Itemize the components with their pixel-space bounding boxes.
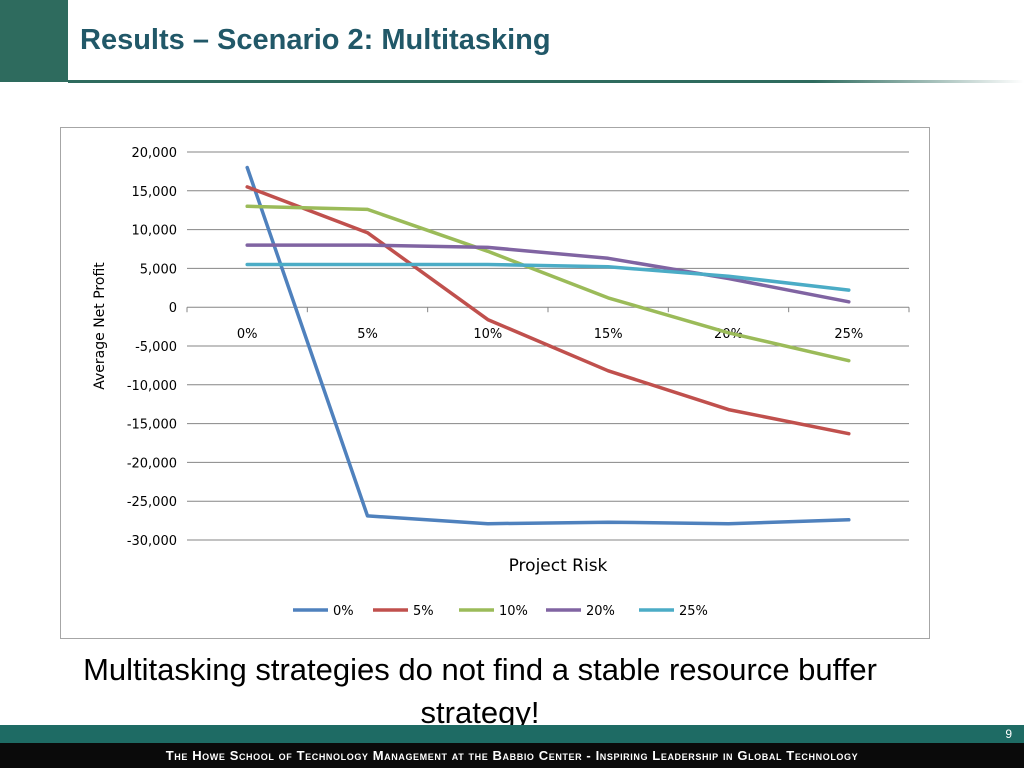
series-line-25pct <box>245 262 851 292</box>
line-chart: 20,000 15,000 10,000 5,000 0 -5,000 -10,000 -15… <box>92 146 910 619</box>
y-tick-label: -10,000 <box>127 379 177 394</box>
y-tick-label: -25,000 <box>127 495 177 510</box>
legend-label: 10% <box>499 604 528 619</box>
slide-title: Results – Scenario 2: Multitasking <box>80 24 551 56</box>
y-tick-label: -5,000 <box>135 340 177 355</box>
y-tick-label: 20,000 <box>132 146 178 161</box>
footer-bar <box>0 743 1024 768</box>
x-tick-label: 25% <box>834 327 863 342</box>
footer-tagline: The Howe School of Technology Management… <box>165 748 859 763</box>
y-tick-label: -15,000 <box>127 418 177 433</box>
y-tick-label: -30,000 <box>127 534 177 549</box>
legend-label: 25% <box>679 604 708 619</box>
y-tick-label: 10,000 <box>132 224 178 239</box>
series-line-10pct <box>245 204 851 363</box>
footer-teal-band <box>0 725 1024 743</box>
page-number: 9 <box>1005 727 1012 741</box>
slide-caption: Multitasking strategies do not find a st… <box>83 652 877 730</box>
y-tick-label: 15,000 <box>132 185 178 200</box>
chart-frame: 20,000 15,000 10,000 5,000 0 -5,000 -10,000 -15… <box>60 127 930 639</box>
y-tick-label: 5,000 <box>140 262 177 277</box>
legend-label: 0% <box>333 604 354 619</box>
series-line-5pct <box>245 185 851 436</box>
y-axis-title: Average Net Profit <box>92 262 108 390</box>
series-line-20pct <box>245 243 851 304</box>
legend-label: 20% <box>586 604 615 619</box>
series-line-0pct <box>245 165 851 526</box>
y-tick-label: -20,000 <box>127 456 177 471</box>
x-tick-label: 10% <box>473 327 502 342</box>
legend-label: 5% <box>413 604 434 619</box>
title-divider <box>68 80 1024 83</box>
header-accent-block <box>0 0 68 82</box>
x-tick-label: 0% <box>237 327 258 342</box>
y-tick-label: 0 <box>169 301 177 316</box>
x-tick-label: 5% <box>357 327 378 342</box>
x-tick-label: 15% <box>594 327 623 342</box>
x-axis-title: Project Risk <box>509 556 608 576</box>
